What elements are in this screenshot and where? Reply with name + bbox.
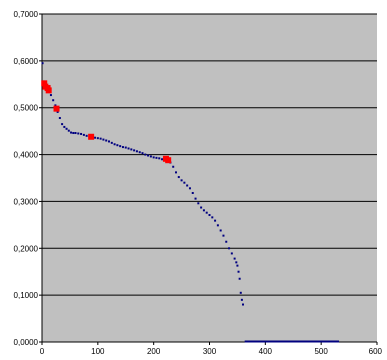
x-tick-label: 500: [314, 347, 328, 356]
data-point: [149, 155, 152, 158]
highlight-marker: [88, 133, 95, 140]
data-point: [72, 132, 75, 135]
data-point: [121, 146, 124, 149]
data-point: [141, 152, 144, 155]
data-point: [80, 132, 83, 135]
data-point: [216, 224, 219, 227]
highlight-marker: [165, 157, 172, 164]
y-tick-label: 0,4000: [14, 151, 39, 160]
data-point: [85, 134, 88, 137]
data-point: [183, 181, 186, 184]
data-point: [158, 157, 161, 160]
data-point: [144, 153, 147, 156]
data-point: [124, 146, 127, 149]
x-tick-label: 400: [259, 347, 273, 356]
data-point: [205, 211, 208, 214]
y-tick-label: 0,3000: [14, 197, 39, 206]
y-tick-label: 0,2000: [14, 244, 39, 253]
data-point: [70, 131, 73, 134]
data-point: [155, 156, 158, 159]
data-point: [214, 219, 217, 222]
data-point: [208, 214, 211, 217]
data-point: [242, 303, 244, 306]
data-point: [191, 191, 194, 194]
data-point: [172, 165, 175, 168]
data-point: [65, 127, 68, 130]
data-point: [239, 291, 242, 294]
data-point: [200, 206, 203, 209]
highlight-marker: [53, 105, 60, 112]
data-point: [235, 261, 238, 264]
data-point: [110, 141, 113, 144]
data-point: [236, 264, 239, 267]
data-point: [240, 298, 243, 301]
data-point: [228, 247, 231, 250]
data-point: [63, 125, 66, 128]
data-point: [58, 117, 61, 120]
data-point: [96, 137, 99, 140]
data-point: [102, 138, 105, 141]
data-point: [197, 202, 200, 205]
x-tick-label: 0: [40, 347, 45, 356]
data-point: [180, 179, 183, 182]
data-point: [188, 187, 191, 190]
data-point: [202, 209, 205, 212]
data-point: [225, 240, 228, 243]
data-point: [52, 99, 55, 102]
data-point: [61, 123, 64, 126]
data-point: [237, 270, 240, 273]
data-point: [127, 147, 130, 150]
y-tick-label: 0,0000: [14, 338, 39, 347]
data-point: [177, 176, 180, 179]
data-point: [108, 140, 110, 143]
data-point: [135, 150, 138, 153]
x-axis-ticks: 0 100 200 300 400 500 600: [40, 342, 383, 356]
data-point: [49, 94, 52, 97]
highlight-marker: [45, 87, 52, 94]
gridlines: [42, 13, 377, 296]
data-point: [54, 104, 57, 107]
series-red-markers: [41, 80, 172, 164]
data-point: [161, 158, 164, 161]
data-point: [186, 184, 189, 187]
data-point: [219, 229, 222, 232]
data-point: [194, 197, 197, 200]
data-point: [130, 148, 133, 151]
data-point: [238, 277, 241, 280]
y-tick-label: 0,7000: [14, 10, 39, 19]
x-tick-label: 600: [369, 347, 383, 356]
data-point: [175, 171, 177, 174]
y-tick-label: 0,6000: [14, 57, 39, 66]
y-axis-ticks: 0,0000 0,1000 0,2000 0,3000 0,4000 0,5000 0,60…: [14, 10, 42, 347]
data-point: [41, 62, 44, 65]
data-point: [99, 137, 102, 140]
data-point: [105, 139, 108, 142]
x-tick-label: 100: [91, 347, 105, 356]
y-tick-label: 0,5000: [14, 104, 39, 113]
data-point: [74, 132, 77, 135]
data-point: [94, 136, 97, 139]
data-point: [147, 154, 150, 157]
data-point: [233, 257, 236, 260]
data-point: [119, 145, 122, 148]
data-point: [116, 144, 119, 147]
data-point: [211, 216, 214, 219]
x-tick-label: 300: [203, 347, 217, 356]
y-tick-label: 0,1000: [14, 291, 39, 300]
data-point: [230, 252, 233, 255]
data-point: [113, 143, 116, 146]
data-point: [222, 234, 225, 237]
data-point: [67, 129, 70, 132]
data-point: [152, 156, 155, 159]
highlight-marker: [41, 80, 48, 87]
data-point: [82, 133, 85, 136]
data-point: [133, 149, 136, 152]
x-tick-label: 200: [147, 347, 161, 356]
plot-area: [42, 14, 377, 342]
data-point: [138, 151, 141, 154]
data-point: [56, 110, 59, 113]
data-point: [77, 132, 80, 135]
